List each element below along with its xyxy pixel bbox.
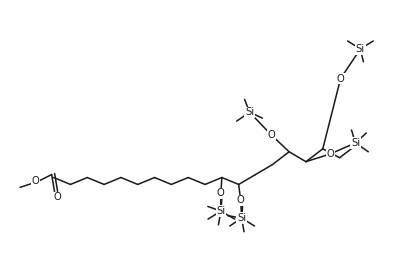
Text: Si: Si (216, 206, 226, 216)
Text: Si: Si (245, 107, 254, 117)
Text: O: O (217, 188, 225, 198)
Text: O: O (54, 192, 61, 202)
Text: O: O (32, 176, 40, 187)
Text: O: O (327, 149, 334, 159)
Text: O: O (237, 195, 244, 205)
Text: O: O (267, 130, 275, 140)
Text: O: O (337, 74, 344, 83)
Text: Si: Si (351, 138, 360, 148)
Text: Si: Si (237, 213, 246, 223)
Text: Si: Si (356, 44, 365, 54)
